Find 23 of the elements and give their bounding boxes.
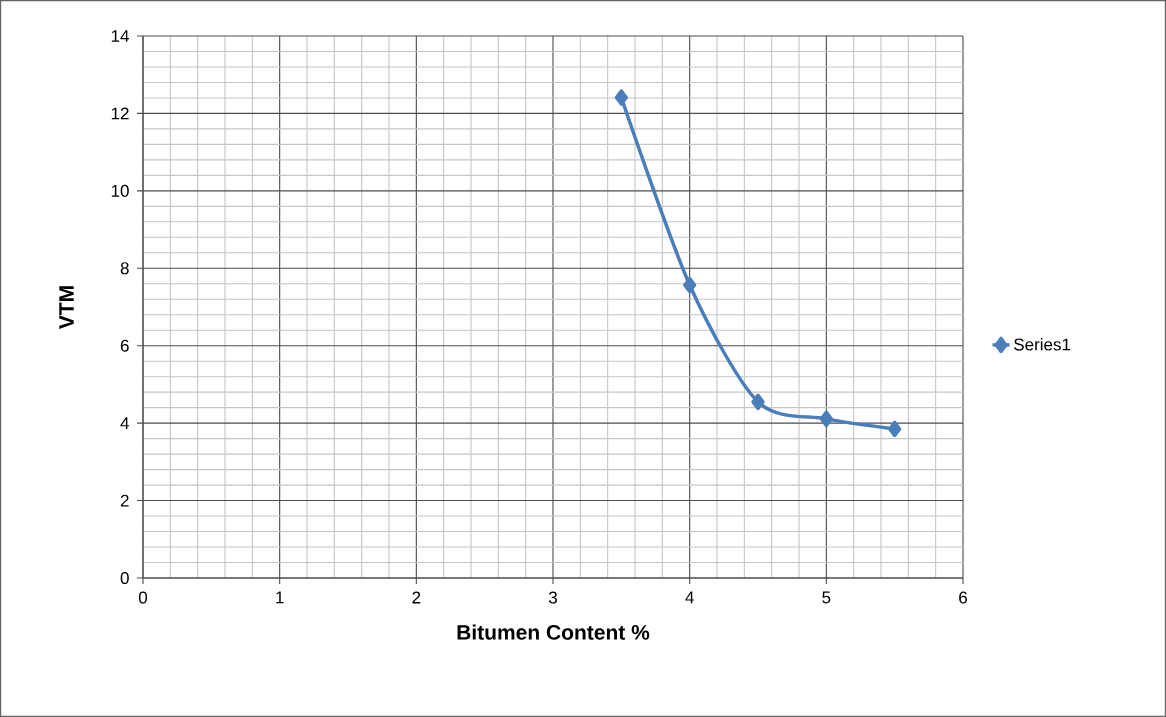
- y-tick-label: 0: [120, 571, 129, 585]
- y-tick-label: 2: [120, 494, 129, 507]
- y-tick-label: 8: [120, 262, 129, 275]
- x-tick-label: 4: [685, 591, 694, 604]
- x-tick-label: 0: [138, 591, 148, 604]
- x-tick-label: 5: [822, 591, 831, 604]
- point: [888, 420, 902, 438]
- x-tick-label: 1: [276, 591, 284, 604]
- point: [683, 276, 697, 294]
- y-tick-label: 6: [120, 339, 129, 352]
- point: [751, 393, 765, 411]
- y-tick-label: 4: [120, 417, 129, 429]
- legend-label: Series1: [1014, 338, 1071, 351]
- y-tick-label: 14: [111, 30, 129, 42]
- y-tick-label: 10: [111, 184, 129, 197]
- point: [819, 410, 833, 428]
- x-tick-label: 6: [959, 591, 967, 604]
- point: [614, 89, 628, 106]
- x-tick-label: 3: [548, 591, 557, 604]
- y-axis-title: VTM: [59, 286, 74, 330]
- x-tick-label: 2: [412, 591, 421, 604]
- y-tick-label: 12: [111, 107, 129, 120]
- x-axis-title: Bitumen Content %: [457, 624, 650, 640]
